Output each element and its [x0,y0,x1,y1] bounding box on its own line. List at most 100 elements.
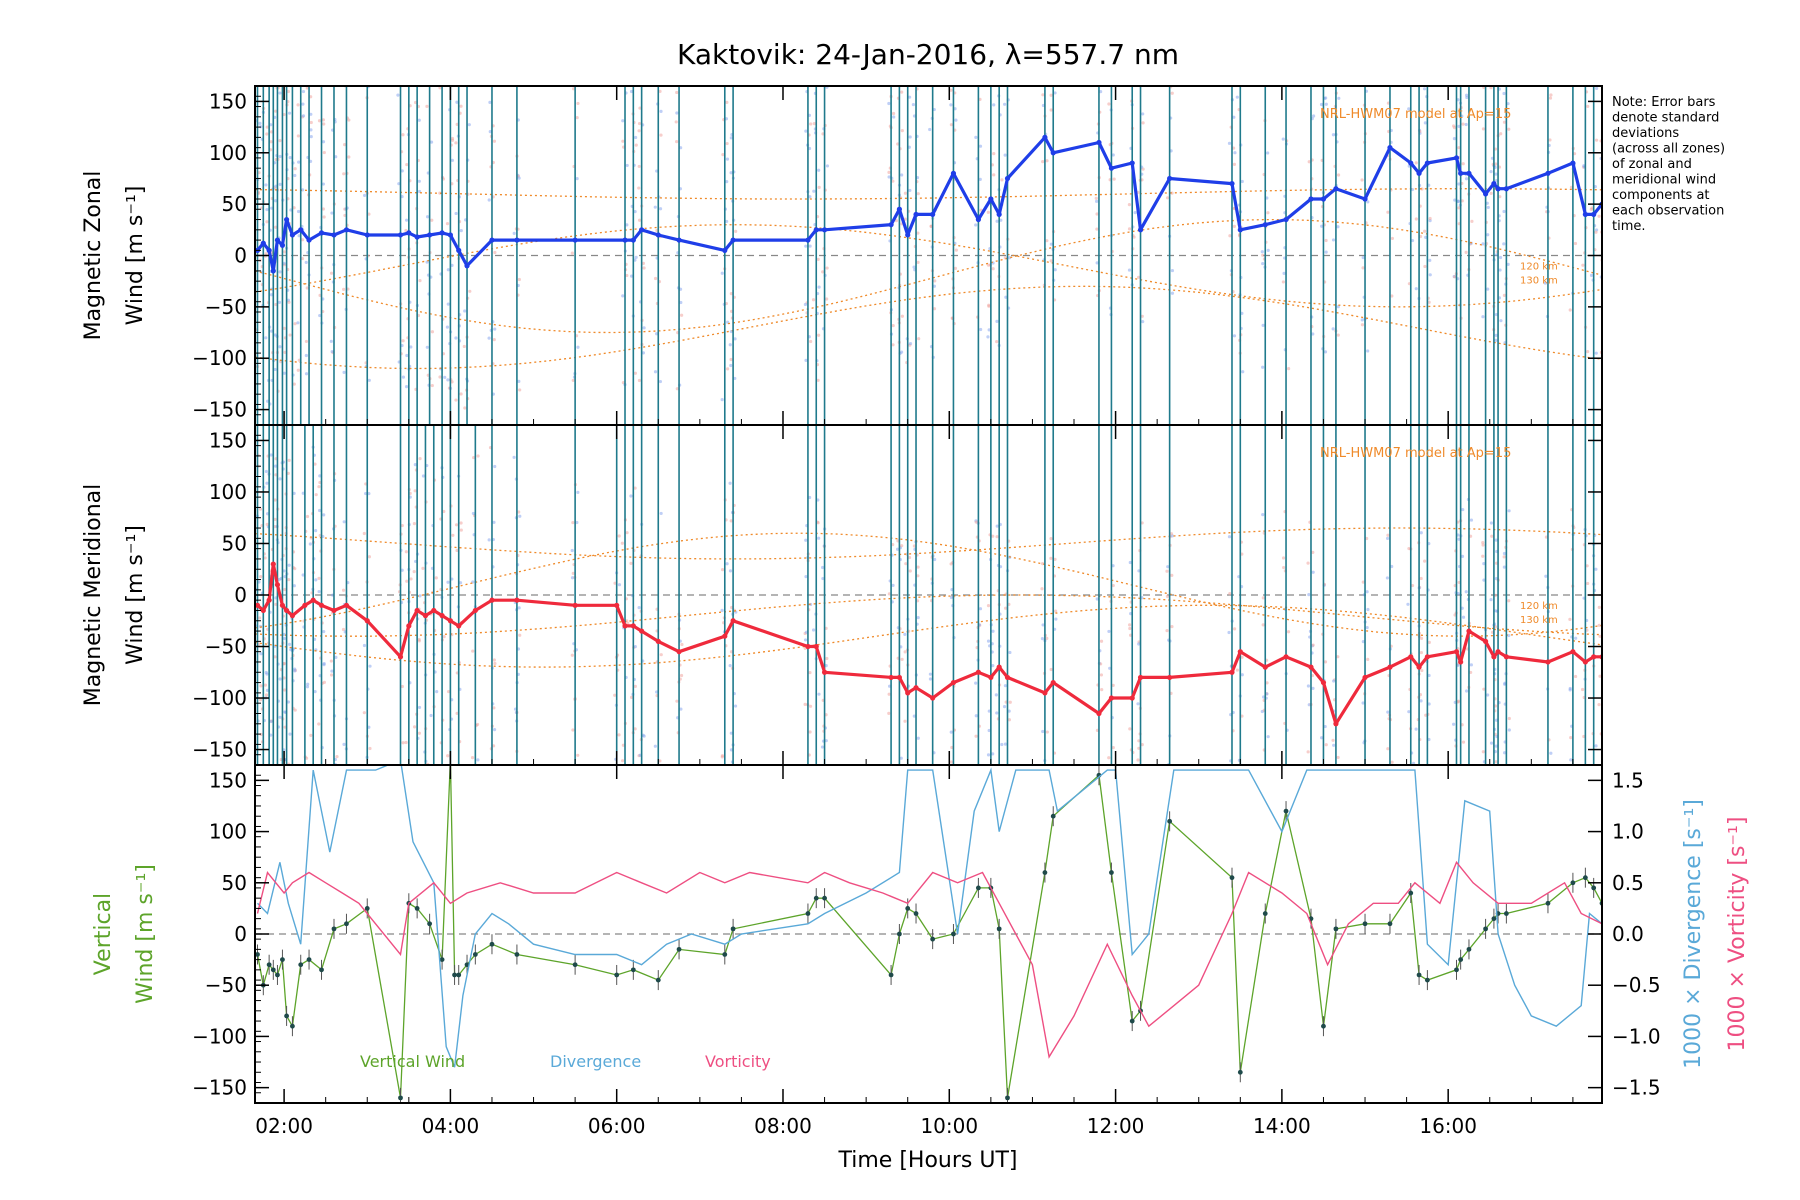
zone-point [992,152,996,156]
zone-point [1004,295,1008,299]
zone-point [999,218,1003,222]
zone-point [288,155,292,160]
zone-point [1133,80,1136,83]
zone-point [1503,751,1507,755]
zone-point [891,323,895,328]
vertical-wind-point [1570,880,1576,886]
zone-point [1241,370,1245,374]
zone-point [404,218,409,222]
zone-point [1390,564,1394,569]
wind-point [1129,160,1135,166]
wind-point [255,602,261,608]
zone-point [287,111,292,115]
zone-point [1052,803,1055,806]
zone-point [1094,196,1098,200]
zone-point [1228,234,1232,238]
zone-point [263,683,268,687]
zone-point [1544,574,1548,578]
zone-point [1385,576,1390,580]
model-curve [255,188,1602,200]
zone-point [1112,177,1116,181]
wind-point [1129,695,1135,701]
zone-point [1506,262,1510,266]
zone-point [1324,250,1328,254]
zone-point [1464,177,1469,181]
zone-point [1456,591,1460,596]
zone-point [1593,185,1597,189]
zone-point [1003,684,1008,688]
wind-point [1503,186,1509,192]
zone-point [659,133,663,137]
zone-point [1361,266,1365,270]
zone-point [1545,22,1548,25]
y2-tick-label: −0.5 [1612,973,1661,997]
zone-point [680,313,684,317]
zone-point [807,146,812,151]
zone-point [991,752,995,756]
wind-point [996,211,1002,218]
wind-point [343,227,350,233]
zone-point [817,185,821,189]
zone-point [1425,59,1428,62]
zone-point [425,104,429,108]
wind-point [260,607,266,614]
zone-point [721,152,725,157]
zone-point [265,132,269,136]
zone-point [1336,173,1341,177]
zone-point [729,650,734,654]
zone-point [309,120,313,125]
zone-point [892,793,895,796]
zone-point [1366,607,1370,612]
zone-point [322,150,326,155]
zone-point [1242,804,1245,807]
zone-point [1408,9,1411,12]
zone-point [903,217,907,221]
zone-point [1228,592,1232,596]
zone-point [467,123,471,127]
vertical-wind-point [306,957,312,963]
vertical-wind-point [1109,870,1114,875]
zone-point [1499,132,1503,136]
zone-point [974,714,978,718]
vertical-wind-point [1591,885,1597,891]
zone-point [1006,825,1009,828]
zone-point [274,464,278,468]
zone-point [659,109,663,113]
zone-point [459,104,463,108]
zone-point [809,122,813,126]
zone-point [954,813,957,816]
zone-point [341,627,346,632]
zone-point [995,524,999,528]
zone-point [912,265,916,269]
vertical-wind-point [1424,977,1430,983]
vertical-wind-point [284,1013,289,1019]
zone-point [459,528,463,532]
zone-point [1165,196,1170,200]
zone-point [977,790,980,793]
zone-point [1594,351,1598,355]
zone-point [278,677,282,681]
vertical-wind-point [1042,870,1048,875]
zone-point [990,810,993,813]
zone-point [301,89,306,94]
zone-point [637,378,642,383]
zone-point [418,594,422,598]
zone-point [904,562,908,566]
note-line: denote standard [1612,111,1719,126]
zone-point [887,711,891,715]
zone-point [1266,151,1270,155]
zone-point [728,343,732,347]
zone-point [1000,742,1004,747]
zone-point [270,206,274,210]
vertical-wind-point [280,957,285,963]
zone-point [1594,138,1599,142]
zone-point [895,547,900,551]
wind-point [730,237,736,243]
zone-point [287,642,292,646]
zone-point [454,141,458,145]
zone-point [575,520,579,525]
zone-point [313,462,317,466]
zone-point [1502,293,1507,297]
model-curve [255,218,1602,334]
zone-point [808,495,812,500]
